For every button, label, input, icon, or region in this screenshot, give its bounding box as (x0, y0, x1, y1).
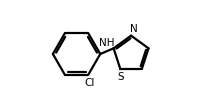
Text: S: S (118, 72, 124, 82)
Text: NH: NH (99, 38, 115, 48)
Text: Cl: Cl (84, 78, 95, 88)
Text: N: N (130, 24, 138, 34)
